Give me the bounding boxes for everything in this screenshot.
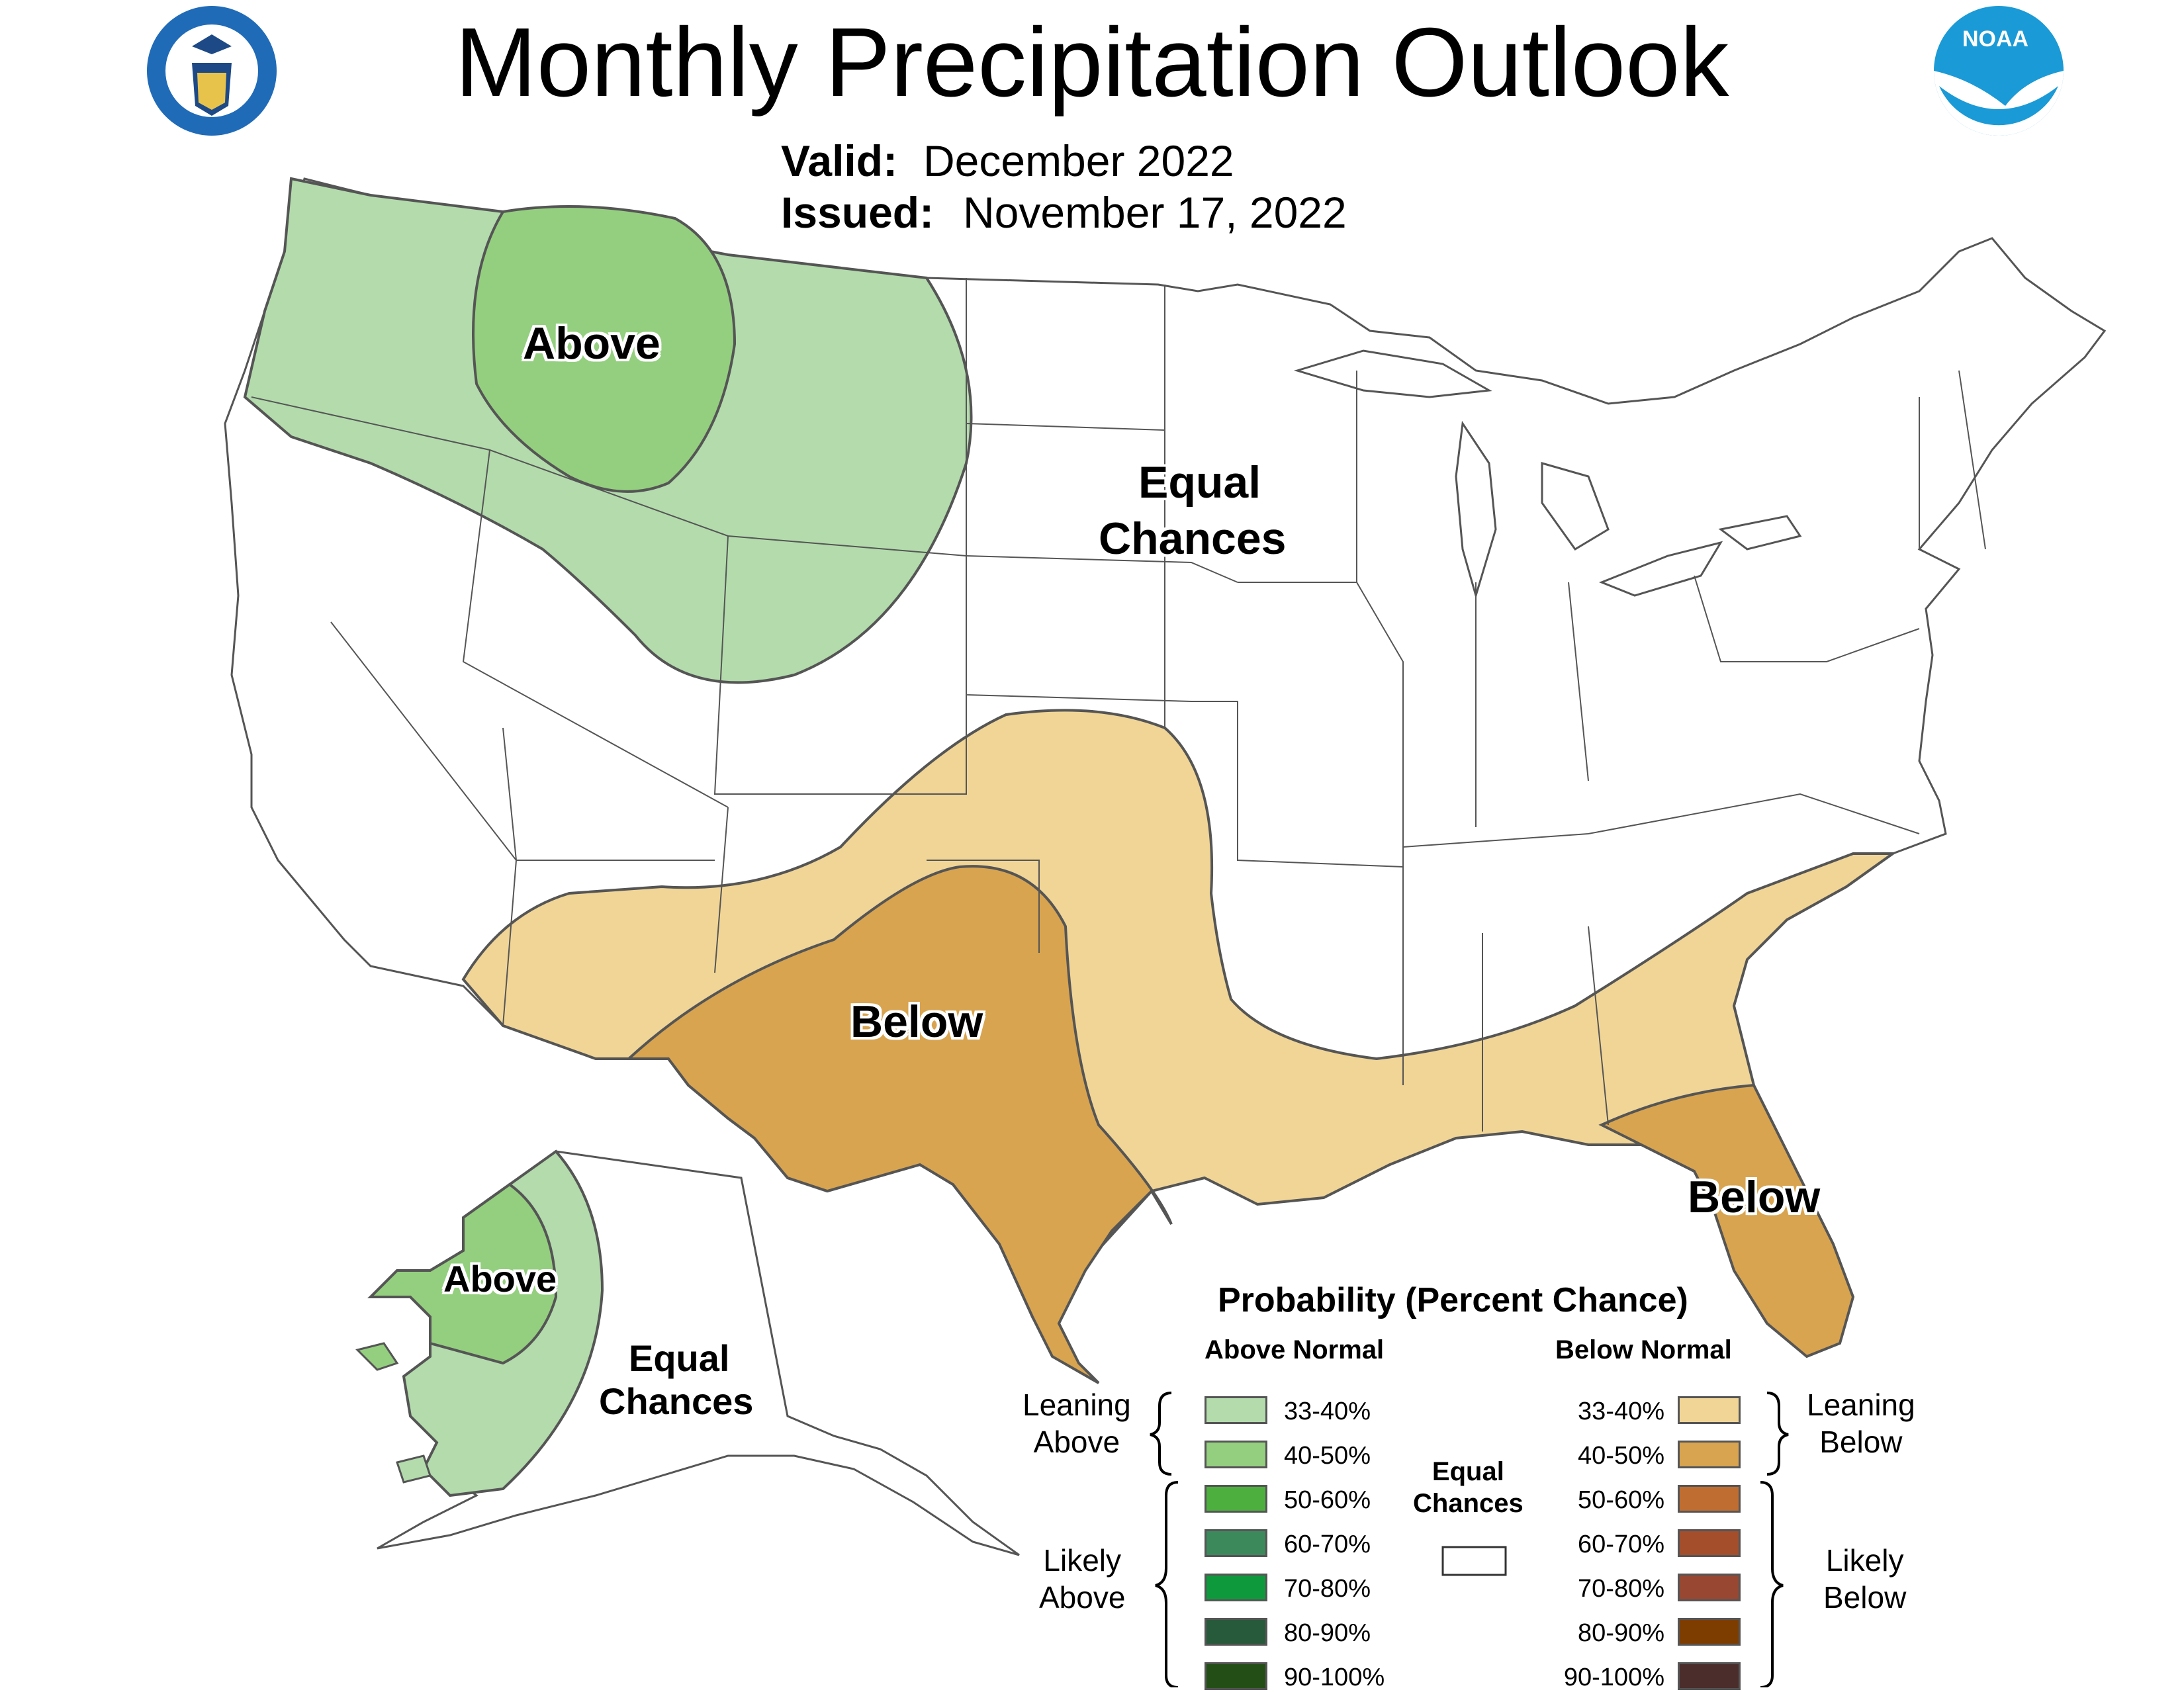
region-below-40-50-florida	[1598, 1083, 1855, 1358]
legend-swatch-above-1	[1205, 1441, 1267, 1468]
legend-range-above-2: 50-60%	[1284, 1486, 1371, 1514]
legend-swatch-below-5	[1678, 1618, 1741, 1646]
legend-range-below-2: 50-60%	[1578, 1486, 1664, 1514]
alaska-above-40-50	[367, 1182, 558, 1365]
legend-swatch-equal-chances	[1441, 1546, 1507, 1576]
label-alaska-chances: Chances	[599, 1380, 754, 1422]
legend-range-above-1: 40-50%	[1284, 1442, 1371, 1470]
legend-swatch-below-4	[1678, 1574, 1741, 1601]
legend-leaning-above: Leaning Above	[1023, 1388, 1131, 1459]
legend-range-below-5: 80-90%	[1578, 1619, 1664, 1647]
legend-swatch-above-0	[1205, 1396, 1267, 1424]
legend-swatch-below-0	[1678, 1396, 1741, 1424]
issued-value: November 17, 2022	[963, 188, 1347, 237]
legend-range-below-1: 40-50%	[1578, 1442, 1664, 1470]
state-lines	[251, 278, 1986, 1132]
legend-range-below-4: 70-80%	[1578, 1575, 1664, 1603]
legend-range-below-6: 90-100%	[1563, 1664, 1664, 1691]
legend-swatch-below-6	[1678, 1662, 1741, 1690]
label-conus-chances: Chances	[1099, 513, 1287, 564]
legend-title: Probability (Percent Chance)	[1218, 1281, 1688, 1319]
st-lawrence-island	[355, 1342, 399, 1371]
legend-likely-above: Likely Above	[1039, 1543, 1126, 1615]
legend-swatch-below-3	[1678, 1529, 1741, 1557]
label-conus-equal: Equal	[1138, 457, 1261, 508]
page-title: Monthly Precipitation Outlook	[455, 8, 1729, 117]
nunivak-island	[396, 1454, 432, 1484]
legend-leaning-below: Leaning Below	[1807, 1388, 1915, 1459]
label-south-below: Below	[850, 997, 983, 1047]
legend-swatch-above-3	[1205, 1529, 1267, 1557]
legend-range-below-3: 60-70%	[1578, 1531, 1664, 1558]
department-of-commerce-seal	[147, 6, 277, 136]
legend-swatch-above-2	[1205, 1485, 1267, 1513]
legend-equal-chances: Equal Chances	[1413, 1457, 1524, 1518]
legend-swatch-below-1	[1678, 1441, 1741, 1468]
legend-swatch-below-2	[1678, 1485, 1741, 1513]
label-alaska-above: Above	[443, 1258, 557, 1300]
label-florida-below: Below	[1688, 1172, 1821, 1222]
legend-range-below-0: 33-40%	[1578, 1398, 1664, 1425]
label-alaska-equal: Equal	[629, 1337, 730, 1379]
label-northwest-above: Above	[523, 318, 660, 369]
legend-above-header: Above Normal	[1205, 1335, 1385, 1364]
legend-range-above-5: 80-90%	[1284, 1619, 1371, 1647]
valid-label: Valid:	[781, 136, 898, 185]
region-below-40-50-texas	[625, 865, 1173, 1384]
legend-range-above-3: 60-70%	[1284, 1531, 1371, 1558]
legend-range-above-6: 90-100%	[1284, 1664, 1385, 1691]
legend-swatch-above-5	[1205, 1618, 1267, 1646]
legend-likely-below: Likely Below	[1823, 1543, 1907, 1615]
noaa-logo-text: NOAA	[1962, 26, 2029, 52]
legend-below-header: Below Normal	[1555, 1335, 1732, 1364]
noaa-logo	[1934, 6, 2064, 136]
valid-value: December 2022	[923, 136, 1234, 185]
legend-range-above-0: 33-40%	[1284, 1398, 1371, 1425]
region-above-40-50	[472, 205, 737, 493]
legend-range-above-4: 70-80%	[1284, 1575, 1371, 1603]
legend-swatch-above-4	[1205, 1574, 1267, 1601]
legend-swatch-above-6	[1205, 1662, 1267, 1690]
issued-label: Issued:	[781, 188, 934, 237]
